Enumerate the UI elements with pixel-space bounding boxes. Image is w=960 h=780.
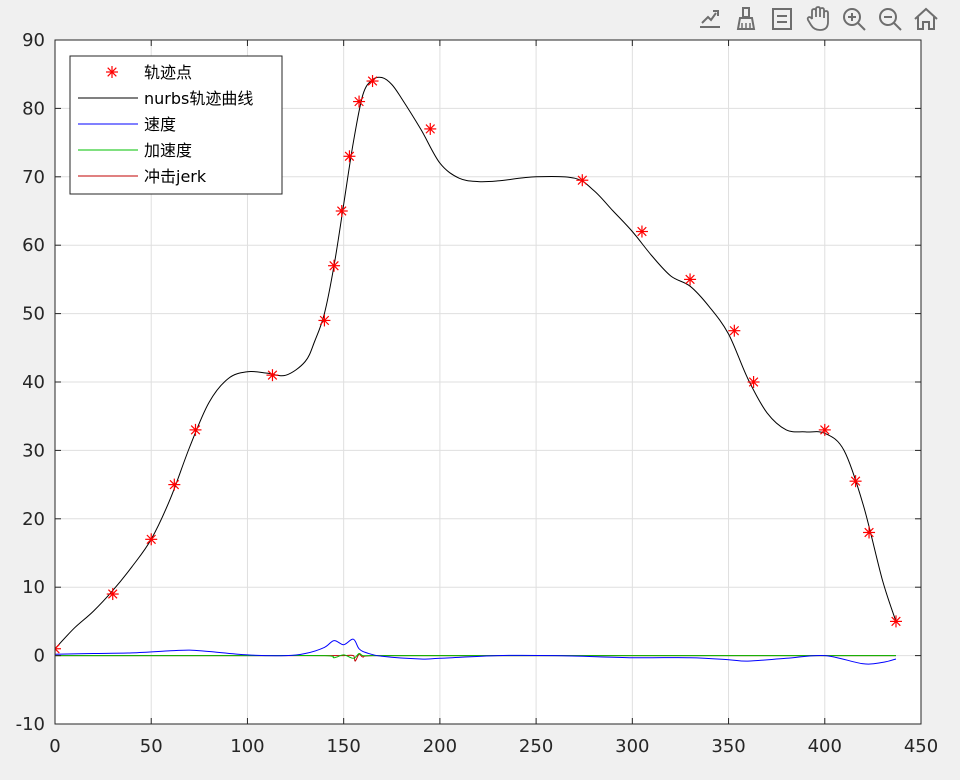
data-point-marker (266, 369, 279, 382)
data-point-marker (366, 75, 379, 88)
data-point-marker (335, 205, 348, 217)
data-point-marker (747, 376, 760, 388)
x-tick-label: 200 (423, 736, 457, 757)
legend-entry[interactable]: 冲击jerk (78, 167, 207, 186)
y-tick-label: 0 (34, 646, 45, 667)
home-button[interactable] (910, 3, 942, 35)
series-line-1 (55, 76, 897, 650)
zoom-out-button[interactable] (874, 3, 906, 35)
y-tick-label: 70 (22, 167, 45, 188)
y-tick-label: 50 (22, 304, 45, 325)
legend-entry[interactable]: nurbs轨迹曲线 (78, 89, 253, 108)
legend-entry[interactable]: 轨迹点 (106, 63, 192, 82)
legend-label: nurbs轨迹曲线 (144, 89, 253, 108)
pan-hand-icon (806, 6, 829, 31)
data-point-marker (106, 588, 119, 601)
y-tick-label: -10 (16, 714, 45, 735)
legend-label: 冲击jerk (144, 167, 207, 186)
x-tick-label: 350 (711, 736, 745, 757)
y-tick-label: 60 (22, 235, 45, 256)
legend-button[interactable] (766, 3, 798, 35)
x-tick-label: 400 (808, 736, 842, 757)
home-icon (914, 7, 938, 30)
data-point-marker (863, 526, 876, 539)
y-tick-label: 90 (22, 30, 45, 51)
data-point-marker (728, 324, 741, 337)
y-tick-label: 30 (22, 440, 45, 461)
data-point-marker (684, 273, 697, 286)
x-tick-label: 100 (230, 736, 264, 757)
brush-icon (736, 7, 756, 30)
data-point-marker (318, 314, 331, 327)
data-point-marker (145, 533, 158, 546)
data-point-marker (576, 174, 589, 187)
x-tick-label: 0 (49, 736, 60, 757)
axis-ticks: 0 50 100 150 200 250 300 350 400 450-100102030405… (16, 30, 939, 757)
y-tick-label: 40 (22, 372, 45, 393)
x-tick-label: 50 (140, 736, 163, 757)
y-tick-label: 10 (22, 577, 45, 598)
y-tick-label: 80 (22, 98, 45, 119)
data-point-marker (849, 475, 862, 488)
legend-marker-icon (106, 66, 118, 78)
export-icon (700, 10, 720, 28)
zoom-in-icon (843, 8, 866, 31)
zoom-out-icon (879, 8, 902, 31)
export-button[interactable] (694, 3, 726, 35)
series-layer (55, 75, 902, 665)
legend-label: 轨迹点 (144, 63, 192, 82)
y-tick-label: 20 (22, 509, 45, 530)
axes-toolbar (694, 0, 960, 38)
data-point-marker (353, 95, 366, 108)
legend-icon (772, 8, 792, 30)
data-point-marker (424, 122, 437, 135)
pan-button[interactable] (802, 3, 834, 35)
data-point-marker (328, 259, 341, 272)
x-tick-label: 150 (326, 736, 360, 757)
series-line-3 (55, 652, 896, 659)
data-point-marker (168, 478, 181, 491)
data-point-marker (635, 225, 648, 238)
legend-entry[interactable]: 加速度 (78, 141, 192, 160)
data-point-marker (55, 642, 61, 655)
x-tick-label: 450 (904, 736, 938, 757)
brush-button[interactable] (730, 3, 762, 35)
x-tick-label: 300 (615, 736, 649, 757)
zoom-in-button[interactable] (838, 3, 870, 35)
legend-box (69, 55, 283, 195)
legend-entry[interactable]: 速度 (78, 115, 176, 134)
data-point-marker (818, 423, 831, 436)
series-line-2 (55, 638, 897, 665)
data-point-marker (189, 423, 202, 436)
data-point-marker (889, 615, 902, 628)
data-point-marker (343, 150, 356, 163)
legend-label: 速度 (144, 115, 176, 134)
x-tick-label: 250 (519, 736, 553, 757)
legend-label: 加速度 (144, 141, 192, 160)
